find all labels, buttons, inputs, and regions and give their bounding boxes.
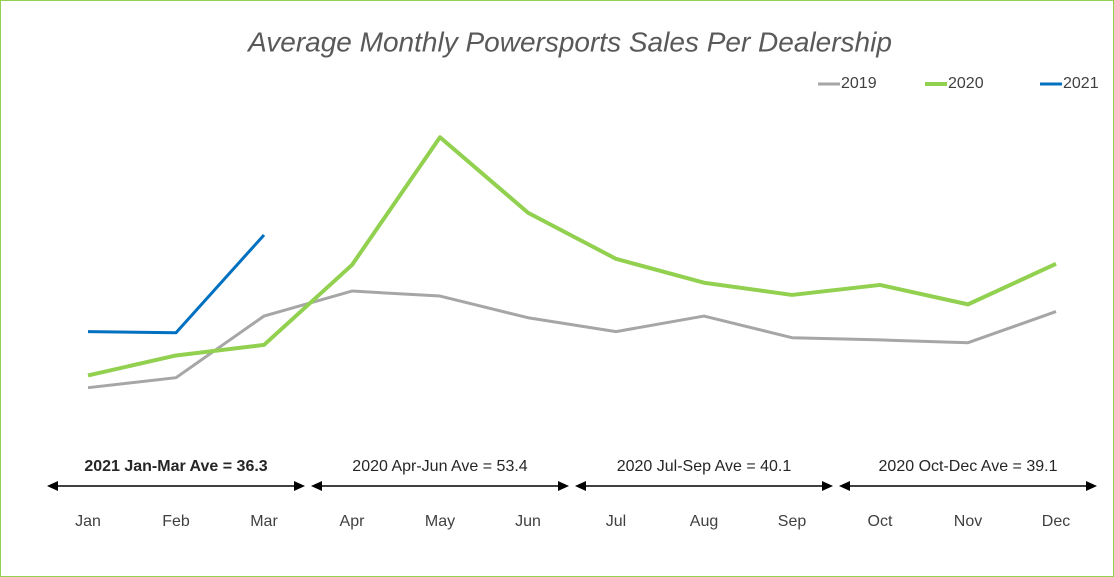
- annotation: 2020 Oct-Dec Ave = 39.1: [879, 458, 1058, 475]
- arrow-head: [575, 481, 586, 491]
- annotation: 2020 Jul-Sep Ave = 40.1: [617, 458, 792, 475]
- x-tick-label: Aug: [690, 513, 718, 530]
- annotation: 2021 Jan-Mar Ave = 36.3: [84, 458, 267, 475]
- arrow-head: [839, 481, 850, 491]
- x-tick-label: Apr: [340, 513, 366, 530]
- arrow-head: [558, 481, 569, 491]
- series-line: [87, 233, 266, 335]
- arrow-head: [294, 481, 305, 491]
- series-line: [87, 289, 1057, 390]
- x-tick-label: May: [425, 513, 455, 530]
- arrow-head: [311, 481, 322, 491]
- arrow-head: [1086, 481, 1097, 491]
- legend-label: 2019: [841, 75, 877, 92]
- x-tick-label: Jan: [75, 513, 101, 530]
- x-tick-label: Feb: [162, 513, 190, 530]
- chart-title: Average Monthly Powersports Sales Per De…: [246, 26, 892, 57]
- arrow-head: [47, 481, 58, 491]
- x-tick-label: Jul: [606, 513, 626, 530]
- x-tick-label: Dec: [1042, 513, 1070, 530]
- annotation: 2020 Apr-Jun Ave = 53.4: [352, 458, 528, 475]
- arrow-head: [822, 481, 833, 491]
- x-tick-label: Sep: [778, 513, 807, 530]
- x-tick-label: Jun: [515, 513, 541, 530]
- legend-label: 2021: [1063, 75, 1099, 92]
- series-line: [87, 135, 1057, 378]
- x-tick-label: Oct: [868, 513, 893, 530]
- x-tick-label: Mar: [250, 513, 278, 530]
- legend-label: 2020: [948, 75, 984, 92]
- x-tick-label: Nov: [954, 513, 982, 530]
